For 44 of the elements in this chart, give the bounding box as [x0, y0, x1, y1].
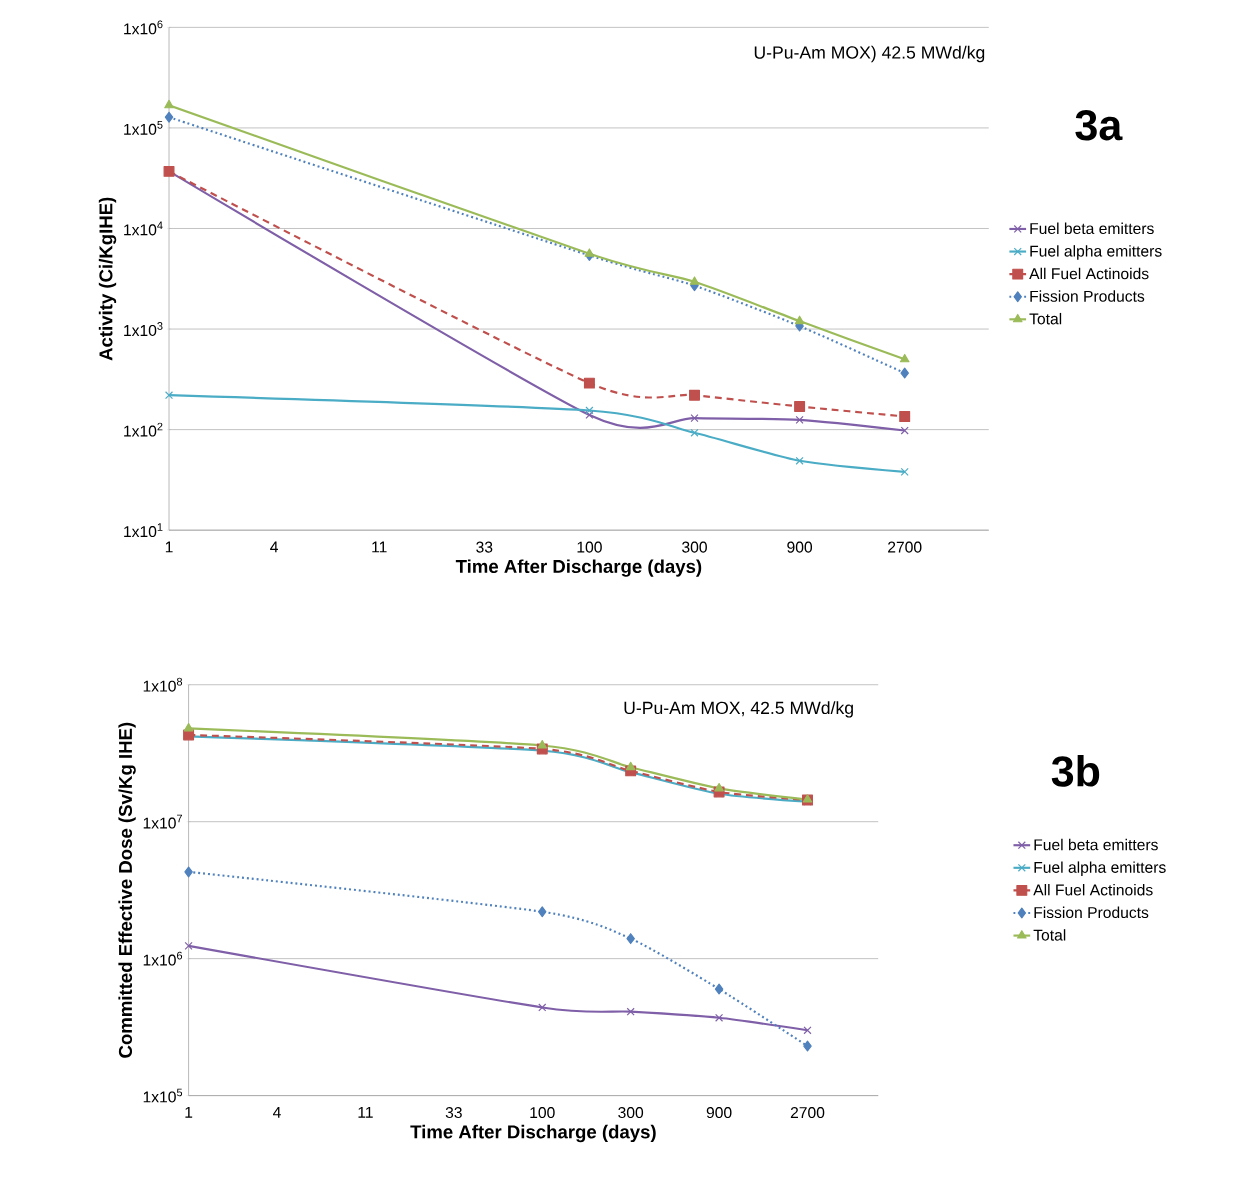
x-tick-label: 900	[706, 1106, 732, 1118]
x-axis-title: Time After Discharge (days)	[455, 559, 702, 577]
x-tick-label: 100	[577, 541, 602, 553]
y-tick-label: 1x10$^{6}$	[143, 951, 183, 966]
legend-label: All Fuel Actinoids	[1033, 883, 1153, 896]
x-tick-label: 900	[787, 541, 813, 553]
x-tick-label: 1	[185, 1106, 193, 1118]
x-tick-label: 4	[273, 1106, 281, 1118]
legend-label: Fission Products	[1034, 906, 1149, 918]
x-tick-label: 300	[682, 541, 707, 553]
x-tick-label: 11	[358, 1106, 373, 1118]
legend-label: Total	[1033, 928, 1066, 941]
y-axis-title: Committed Effective Dose (Sv/Kg IHE)	[118, 722, 136, 1058]
x-tick-label: 33	[476, 541, 493, 553]
y-tick-label: 1x10$^{8}$	[143, 677, 183, 692]
legend-label: Fuel alpha emitters	[1030, 244, 1162, 260]
legend-label: All Fuel Actinoids	[1029, 267, 1149, 279]
x-tick-label: 300	[618, 1106, 644, 1118]
legend-label: Total	[1029, 312, 1062, 325]
y-tick-label: 1x10$^{6}$	[124, 20, 163, 35]
x-tick-label: 2700	[888, 541, 922, 553]
annotation: U-Pu-Am MOX) 42.5 MWd/kg	[754, 45, 985, 62]
text: 3b	[1051, 754, 1100, 787]
y-tick-label: 1x10$^{4}$	[124, 221, 163, 236]
text: 3a	[1075, 109, 1123, 141]
x-axis-title: Time After Discharge (days)	[410, 1124, 656, 1142]
x-tick-label: 2700	[790, 1106, 825, 1118]
y-tick-label: 1x10$^{7}$	[143, 814, 182, 829]
y-tick-label: 1x10$^{5}$	[124, 120, 163, 135]
y-tick-label: 1x10$^{3}$	[124, 321, 163, 336]
x-tick-label: 33	[445, 1106, 462, 1118]
y-tick-label: 1x10$^{1}$	[124, 523, 163, 537]
x-tick-label: 4	[270, 541, 279, 553]
y-tick-label: 1x10$^{5}$	[143, 1088, 183, 1103]
x-tick-label: 1	[165, 541, 173, 553]
annotation: U-Pu-Am MOX, 42.5 MWd/kg	[624, 700, 853, 718]
legend-label: Fission Products	[1030, 290, 1145, 302]
x-tick-label: 100	[530, 1106, 555, 1118]
legend-label: Fuel beta emitters	[1034, 838, 1158, 851]
y-axis-title: Activity (Ci/KgIHE)	[98, 197, 117, 361]
y-tick-label: 1x10$^{2}$	[124, 422, 163, 437]
legend-label: Fuel alpha emitters	[1034, 861, 1166, 876]
legend-label: Fuel beta emitters	[1030, 222, 1154, 234]
x-tick-label: 11	[372, 541, 387, 553]
